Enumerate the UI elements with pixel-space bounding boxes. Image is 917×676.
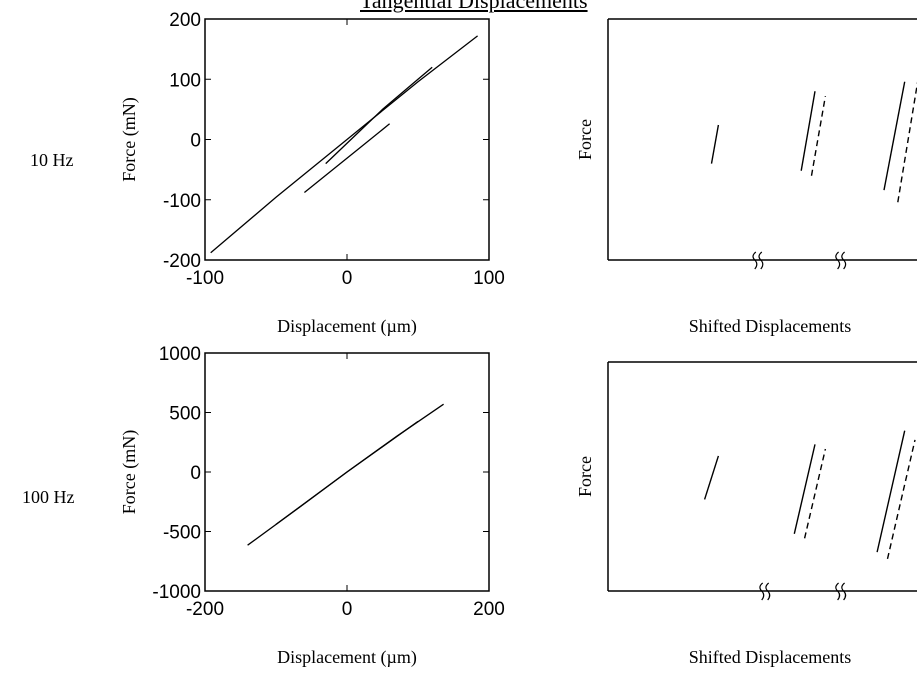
y-tick-label: -100: [163, 191, 201, 212]
y-tick-label: 200: [169, 10, 201, 31]
y-tick-label: 100: [169, 70, 201, 91]
y-tick-label: -500: [163, 523, 201, 544]
y-tick-label: 0: [190, 131, 201, 152]
x-tick-label: 0: [342, 599, 353, 620]
x-tick-label: 100: [473, 268, 505, 289]
y-tick-label: 0: [190, 463, 201, 484]
series-line-1: [801, 91, 815, 171]
x-axis-title: Shifted Displacements: [689, 647, 851, 667]
series-line-4: [888, 440, 916, 559]
x-axis-title: Displacement (µm): [277, 316, 417, 337]
series-line-1: [794, 444, 815, 533]
panel-3: Shifted Displacements Force: [575, 362, 917, 667]
series-line-4: [898, 77, 917, 202]
x-axis-title: Shifted Displacements: [689, 316, 851, 336]
series-line-0: [712, 125, 719, 164]
panel-1: Shifted Displacements Force: [575, 19, 917, 336]
series-line-2: [326, 67, 433, 163]
x-tick-label: 0: [342, 268, 353, 289]
y-tick-label: 1000: [159, 344, 201, 365]
series-line-0: [705, 456, 719, 500]
x-tick-label: 200: [473, 599, 505, 620]
series-line-3: [884, 82, 905, 190]
series-line-0: [211, 36, 478, 253]
series-line-1: [304, 124, 389, 193]
y-axis-title: Force: [575, 119, 595, 160]
x-axis-title: Displacement (µm): [277, 647, 417, 668]
series-line-1: [276, 421, 418, 524]
series-line-2: [805, 449, 826, 538]
series-line-3: [877, 431, 905, 552]
y-axis-title: Force: [575, 456, 595, 497]
series-line-2: [812, 96, 826, 176]
x-tick-label: -100: [186, 268, 224, 289]
y-axis-title: Force (mN): [119, 97, 140, 181]
y-axis-title: Force (mN): [119, 430, 140, 514]
x-tick-label: -200: [186, 599, 224, 620]
y-tick-label: 500: [169, 404, 201, 425]
